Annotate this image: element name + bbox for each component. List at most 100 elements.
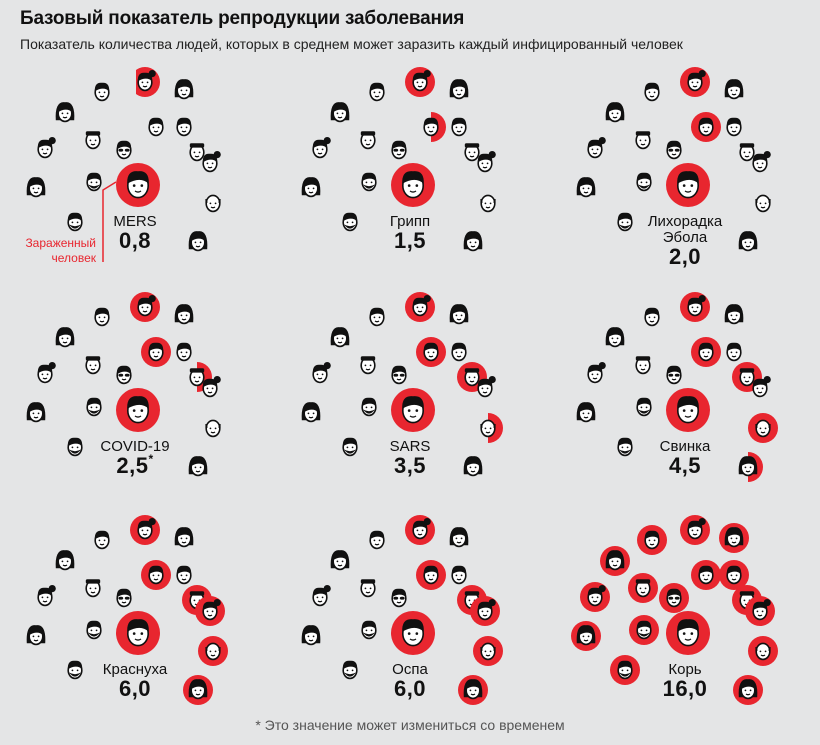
person-icon: [605, 102, 625, 123]
person-icon: [312, 362, 331, 384]
r0-value: 2,5*: [0, 451, 270, 479]
infected-contact-icon: [130, 515, 160, 545]
r0-value: 1,5: [275, 228, 545, 254]
person-icon: [464, 143, 480, 162]
person-icon: [576, 177, 596, 198]
disease-name: MERS: [113, 213, 157, 230]
infected-person-icon: [116, 611, 160, 655]
disease-panel: Свинка 4,5: [550, 285, 820, 505]
chart-subtitle: Показатель количества людей, которых в с…: [20, 36, 683, 52]
r0-value: 4,5: [550, 453, 820, 479]
infected-contact-icon: [571, 621, 601, 651]
person-icon: [85, 131, 101, 150]
disease-panel: MERS 0,8: [0, 60, 270, 280]
person-icon: [449, 527, 469, 548]
person-icon: [587, 137, 606, 159]
infected-contact-icon: [680, 67, 710, 97]
infected-contact-icon: [637, 525, 667, 555]
disease-name: COVID-19: [100, 438, 170, 455]
infected-contact-icon: [691, 337, 721, 367]
person-icon: [451, 565, 467, 585]
infected-contact-icon: [198, 636, 228, 666]
person-icon: [342, 437, 358, 457]
disease-name: Корь: [668, 661, 702, 678]
person-icon: [116, 140, 132, 160]
person-icon: [94, 530, 110, 550]
disease-panel: Грипп 1,5: [275, 60, 545, 280]
infected-contact-icon: [748, 413, 778, 443]
person-icon: [85, 579, 101, 598]
person-icon: [738, 231, 758, 252]
person-icon: [37, 137, 56, 159]
infected-contact-icon: [141, 337, 171, 367]
infected-person-icon: [391, 388, 435, 432]
chart-title: Базовый показатель репродукции заболеван…: [20, 8, 465, 29]
infected-person-icon: [666, 163, 710, 207]
person-icon: [726, 342, 742, 362]
infected-contact-icon: [480, 413, 503, 443]
r0-value-text: 6,0: [118, 676, 152, 701]
infected-contact-icon: [748, 636, 778, 666]
person-icon: [55, 327, 75, 348]
infected-contact-icon: [719, 560, 749, 590]
r0-value-text: 16,0: [662, 676, 708, 701]
infected-contact-icon: [136, 67, 160, 97]
r0-value-text: 2,0: [668, 244, 702, 269]
person-icon: [330, 102, 350, 123]
infected-contact-icon: [680, 292, 710, 322]
person-icon: [55, 550, 75, 571]
person-icon: [116, 588, 132, 608]
person-icon: [301, 177, 321, 198]
person-icon: [116, 365, 132, 385]
person-icon: [360, 356, 376, 375]
person-icon: [636, 172, 652, 192]
r0-value: 0,8: [0, 228, 270, 254]
person-icon: [342, 660, 358, 680]
infected-contact-icon: [691, 112, 721, 142]
person-icon: [726, 117, 742, 137]
r0-value: 3,5: [275, 453, 545, 479]
person-icon: [587, 362, 606, 384]
person-icon: [188, 231, 208, 252]
infected-person-icon: [391, 163, 435, 207]
person-icon: [369, 530, 385, 550]
r0-value-text: 4,5: [668, 453, 702, 478]
person-icon: [369, 307, 385, 327]
infected-contact-icon: [600, 546, 630, 576]
infected-contact-icon: [405, 292, 435, 322]
disease-panel: COVID-19 2,5*: [0, 285, 270, 505]
person-icon: [55, 102, 75, 123]
person-icon: [94, 82, 110, 102]
person-icon: [451, 117, 467, 137]
person-icon: [148, 117, 164, 137]
person-icon: [617, 212, 633, 232]
person-icon: [360, 579, 376, 598]
person-icon: [176, 342, 192, 362]
person-icon: [176, 565, 192, 585]
person-icon: [37, 585, 56, 607]
person-icon: [312, 585, 331, 607]
disease-pictogram: [26, 292, 221, 477]
infected-person-icon: [391, 611, 435, 655]
infected-contact-icon: [405, 67, 435, 97]
disease-name: Оспа: [392, 661, 428, 678]
infected-person-icon: [666, 611, 710, 655]
person-icon: [174, 527, 194, 548]
person-icon: [176, 117, 192, 137]
person-icon: [635, 356, 651, 375]
infected-person-legend: Зараженный человек: [25, 236, 96, 265]
infected-contact-icon: [141, 560, 171, 590]
person-icon: [480, 194, 496, 213]
person-icon: [174, 304, 194, 325]
footnote-mark: *: [148, 451, 154, 466]
infected-contact-icon: [691, 560, 721, 590]
infected-contact-icon: [458, 675, 488, 705]
disease-pictogram: [571, 515, 778, 705]
infected-contact-icon: [738, 452, 763, 482]
person-icon: [301, 402, 321, 423]
person-icon: [635, 131, 651, 150]
person-icon: [188, 456, 208, 477]
person-icon: [330, 550, 350, 571]
person-icon: [37, 362, 56, 384]
person-icon: [666, 140, 682, 160]
